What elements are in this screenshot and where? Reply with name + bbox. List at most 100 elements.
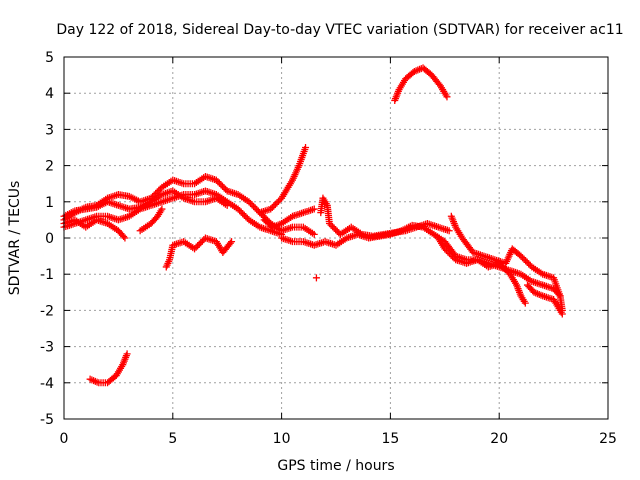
series-arc-m xyxy=(447,212,566,314)
y-tick-label: -2 xyxy=(40,303,54,319)
data-point xyxy=(520,255,528,263)
data-point xyxy=(194,242,202,250)
data-point xyxy=(158,205,166,213)
data-point xyxy=(240,211,248,219)
y-tick-label: 0 xyxy=(45,231,54,247)
data-point xyxy=(245,198,253,206)
data-point xyxy=(332,226,340,234)
data-point xyxy=(325,220,333,228)
data-point xyxy=(192,243,200,251)
data-point xyxy=(197,239,205,247)
series-arc-e xyxy=(136,205,166,235)
y-axis-label: SDTVAR / TECUs xyxy=(7,181,23,296)
y-tick-label: -5 xyxy=(40,412,54,428)
data-point xyxy=(443,93,451,101)
data-point xyxy=(444,248,452,256)
data-point xyxy=(191,245,199,253)
y-tick-label: 4 xyxy=(45,86,54,102)
data-point xyxy=(329,223,337,231)
data-point xyxy=(519,254,527,262)
data-point xyxy=(268,203,276,211)
data-point xyxy=(310,205,318,213)
data-point xyxy=(215,179,223,187)
data-point xyxy=(521,299,529,307)
data-point xyxy=(441,245,449,253)
data-point xyxy=(242,213,250,221)
data-point xyxy=(310,230,318,238)
chart-title: Day 122 of 2018, Sidereal Day-to-day VTE… xyxy=(56,22,623,38)
series-arc-g xyxy=(86,350,131,387)
y-tick-label: 2 xyxy=(45,159,54,175)
data-point xyxy=(445,227,453,235)
series-arc-n xyxy=(523,281,566,318)
x-tick-label: 10 xyxy=(273,431,291,447)
x-axis-label: GPS time / hours xyxy=(277,458,394,474)
data-point xyxy=(234,205,242,213)
data-point xyxy=(220,184,228,192)
series-arc-f xyxy=(162,234,236,271)
x-tick-label: 25 xyxy=(599,431,617,447)
data-point xyxy=(333,227,341,235)
series-arc-h xyxy=(256,144,310,217)
data-point xyxy=(228,238,236,246)
data-point xyxy=(447,251,455,259)
data-point xyxy=(223,201,231,209)
y-tick-label: -1 xyxy=(40,267,54,283)
ticks-layer: 0 5 10 15 20 25 -5 -4 -3 -2 -1 0 1 2 3 4 5 xyxy=(40,50,617,447)
data-point xyxy=(239,210,247,218)
y-tick-label: 1 xyxy=(45,195,54,211)
y-tick-label: -3 xyxy=(40,340,54,356)
y-tick-label: -4 xyxy=(40,376,54,392)
x-tick-label: 5 xyxy=(168,431,177,447)
data-layer xyxy=(60,64,566,387)
data-point xyxy=(236,207,244,215)
data-point xyxy=(270,202,278,210)
data-point xyxy=(153,188,161,196)
y-tick-label: 5 xyxy=(45,50,54,66)
data-point xyxy=(273,199,281,207)
data-point xyxy=(253,206,261,214)
data-point xyxy=(219,182,227,190)
data-point xyxy=(217,181,225,189)
data-point xyxy=(523,258,531,266)
series-arc-o xyxy=(391,64,451,104)
data-point xyxy=(248,201,256,209)
data-point xyxy=(312,274,320,282)
data-point xyxy=(267,205,275,213)
data-point xyxy=(501,266,509,274)
x-tick-label: 0 xyxy=(60,431,69,447)
data-point xyxy=(226,239,234,247)
data-point xyxy=(517,252,525,260)
data-point xyxy=(195,240,203,248)
data-point xyxy=(327,221,335,229)
data-point xyxy=(237,208,245,216)
series-arc-k xyxy=(278,221,564,300)
data-point xyxy=(271,200,279,208)
series-arc-i xyxy=(260,205,318,231)
data-point xyxy=(274,197,282,205)
data-point xyxy=(214,178,222,186)
data-point xyxy=(330,224,338,232)
data-point xyxy=(522,257,530,265)
series-outlier xyxy=(312,274,320,282)
grid-layer xyxy=(64,57,608,419)
data-point xyxy=(155,186,163,194)
data-point xyxy=(123,350,131,358)
data-point xyxy=(251,204,259,212)
data-point xyxy=(558,310,566,318)
y-tick-label: 3 xyxy=(45,122,54,138)
x-tick-label: 20 xyxy=(490,431,508,447)
data-point xyxy=(120,233,128,241)
data-point xyxy=(212,176,220,184)
series-arc-d xyxy=(60,187,231,220)
data-point xyxy=(445,250,453,258)
data-point xyxy=(302,144,310,151)
data-point xyxy=(449,253,457,261)
data-point xyxy=(250,202,258,210)
data-point xyxy=(525,260,533,268)
data-point xyxy=(247,199,255,207)
data-point xyxy=(503,267,511,275)
data-point xyxy=(442,246,450,254)
